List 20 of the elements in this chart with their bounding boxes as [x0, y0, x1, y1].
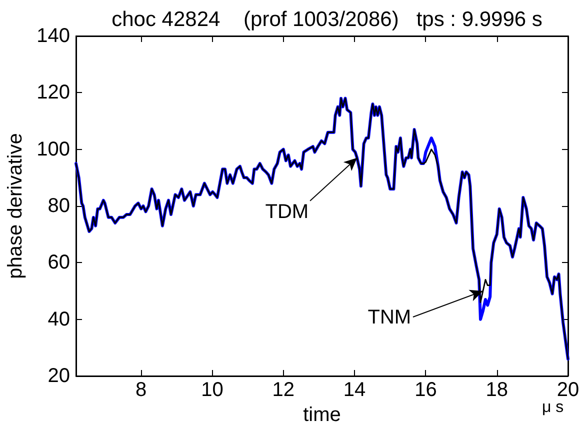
annotation: TDM — [265, 201, 309, 224]
x-axis-title: time — [303, 404, 341, 423]
y-tick-label: 60 — [48, 252, 70, 274]
x-tick-label: 8 — [136, 379, 147, 401]
y-tick-label: 120 — [36, 82, 70, 104]
y-axis-title: phase derivative — [4, 133, 27, 279]
x-tick-label: 16 — [414, 379, 437, 401]
y-tick-label: 100 — [36, 138, 70, 160]
x-tick-label: 18 — [486, 379, 508, 401]
x-tick-label: 20 — [556, 379, 580, 401]
y-tick-label: 140 — [36, 25, 70, 47]
chart-title: choc 42824 (prof 1003/2086) tps : 9.9996 s — [112, 8, 542, 31]
y-tick-label: 80 — [48, 195, 70, 217]
x-tick-label: 12 — [272, 379, 295, 401]
text: μ s — [542, 399, 564, 416]
y-tick-label: 20 — [48, 365, 70, 387]
y-tick-label: 40 — [48, 308, 70, 330]
x-tick-label: 14 — [343, 379, 366, 401]
x-tick-label: 10 — [201, 379, 224, 401]
annotation: TNM — [368, 306, 412, 329]
